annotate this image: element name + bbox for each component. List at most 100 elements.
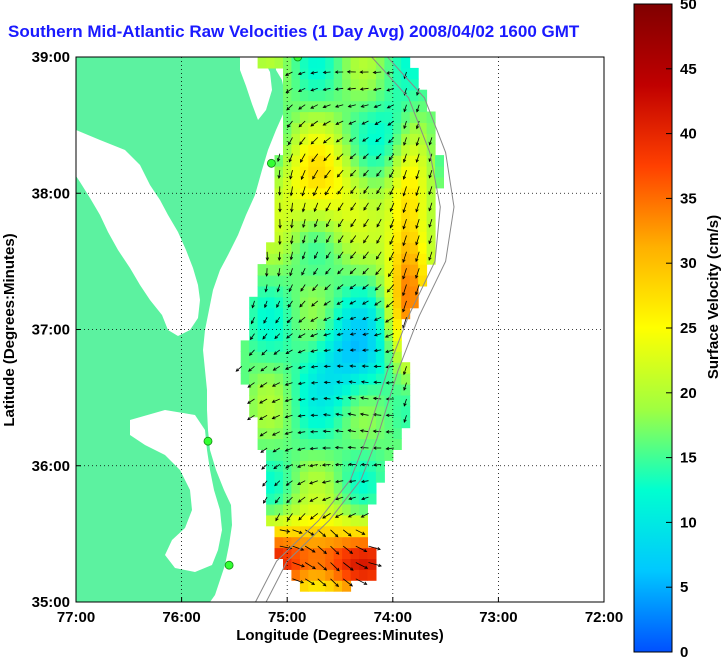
velocity-cell [367, 482, 377, 494]
velocity-cell [308, 318, 318, 331]
velocity-vector [285, 464, 293, 469]
velocity-cell [392, 176, 402, 189]
velocity-cell [342, 471, 352, 483]
velocity-vector [324, 349, 331, 352]
velocity-cell [333, 514, 343, 527]
velocity-arrowhead [336, 567, 340, 572]
velocity-cell [249, 362, 259, 374]
velocity-cell [299, 482, 309, 494]
grid-lines [76, 57, 604, 602]
velocity-cell [375, 405, 385, 418]
colorbar-tick-label: 0 [680, 644, 688, 659]
velocity-cell [409, 100, 419, 113]
velocity-cell [299, 373, 309, 385]
velocity-cell [291, 493, 301, 505]
velocity-arrowhead [348, 138, 353, 142]
velocity-vector [323, 87, 331, 91]
velocity-arrowhead [375, 255, 380, 260]
velocity-arrowhead [373, 463, 377, 467]
velocity-vector [337, 267, 344, 274]
velocity-arrowhead [347, 87, 351, 91]
velocity-arrowhead [286, 319, 291, 324]
velocity-vector [403, 186, 407, 196]
velocity-cell [426, 209, 436, 222]
velocity-arrowhead [312, 175, 316, 180]
velocity-cell [418, 155, 428, 167]
velocity-cell [283, 89, 292, 102]
velocity-arrowhead [402, 242, 406, 247]
velocity-cell [359, 318, 368, 331]
velocity-vector [273, 349, 281, 355]
velocity-arrowhead [403, 402, 407, 407]
velocity-cell [384, 57, 394, 69]
velocity-cell [359, 166, 368, 178]
velocity-cell [392, 318, 402, 331]
velocity-cell [409, 89, 419, 102]
velocity-vector [402, 300, 407, 312]
velocity-vector [298, 316, 306, 323]
velocity-arrowhead [360, 380, 365, 384]
velocity-vector [388, 137, 395, 143]
velocity-vector [402, 268, 407, 279]
velocity-cell [291, 155, 301, 167]
velocity-arrowhead [428, 224, 432, 228]
velocity-cell [418, 122, 428, 134]
hf-radar-stations [203, 57, 303, 570]
velocity-cell [367, 547, 377, 559]
velocity-vector [338, 218, 344, 227]
velocity-cell [359, 525, 368, 538]
velocity-cell [367, 405, 377, 418]
velocity-vector [323, 414, 331, 416]
velocity-cell [350, 569, 360, 581]
velocity-cell [291, 253, 301, 265]
velocity-cell [359, 427, 368, 440]
velocity-cell [333, 558, 343, 570]
velocity-cell [308, 307, 318, 320]
velocity-cell [325, 449, 335, 461]
velocity-vector [416, 104, 420, 112]
velocity-arrowhead [372, 429, 377, 434]
velocity-cell [350, 67, 360, 80]
velocity-vector [363, 218, 369, 227]
velocity-cell [333, 536, 343, 549]
velocity-vector [286, 333, 293, 339]
velocity-cell [299, 307, 309, 320]
velocity-arrowhead [402, 192, 406, 197]
velocity-cell [274, 416, 284, 429]
velocity-cell [342, 536, 352, 549]
velocity-cell [274, 427, 284, 440]
velocity-vector [277, 284, 281, 292]
velocity-arrowhead [349, 348, 354, 352]
velocity-vector [416, 137, 420, 146]
velocity-arrowhead [275, 517, 279, 522]
velocity-cell [350, 89, 360, 102]
velocity-cell [316, 373, 326, 385]
velocity-cell [274, 471, 284, 483]
velocity-arrowhead [285, 482, 290, 486]
velocity-cell [316, 427, 326, 440]
velocity-vector [301, 169, 306, 180]
velocity-cell [333, 525, 343, 538]
velocity-arrowhead [350, 223, 354, 228]
velocity-vector [286, 480, 293, 486]
velocity-cell [367, 416, 377, 429]
velocity-vector [363, 153, 369, 159]
velocity-cell [308, 558, 318, 570]
velocity-cell [316, 231, 326, 243]
velocity-cell [266, 449, 276, 461]
velocity-cell [367, 307, 377, 320]
velocity-vector [350, 169, 357, 177]
velocity-cell [333, 198, 343, 211]
velocity-vector [363, 202, 369, 211]
velocity-cell [342, 449, 352, 461]
velocity-cell [291, 482, 301, 494]
velocity-cell [342, 547, 352, 559]
velocity-arrowhead [323, 157, 327, 162]
velocity-cell [316, 558, 326, 570]
velocity-arrowhead [313, 271, 317, 276]
velocity-cell [401, 275, 411, 287]
velocity-cell [359, 329, 368, 341]
velocity-cell [350, 264, 360, 276]
velocity-vector [374, 300, 382, 306]
velocity-vector [292, 545, 304, 551]
